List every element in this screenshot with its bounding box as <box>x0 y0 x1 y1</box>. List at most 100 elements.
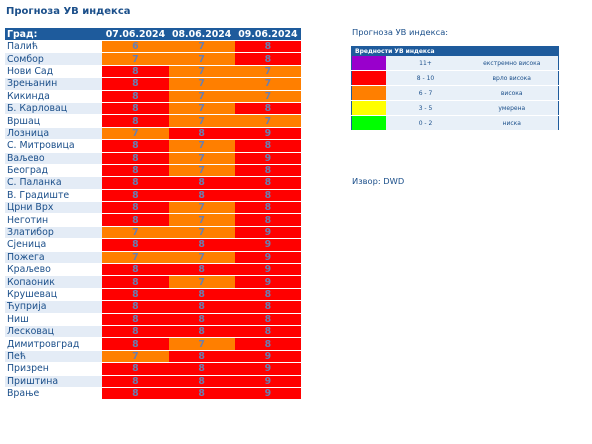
city-name-cell: Копаоник <box>5 275 103 289</box>
column-header-day-3: 09.06.2024 <box>234 28 301 41</box>
city-name-cell: Нови Сад <box>5 65 103 79</box>
uv-value-cell: 7 <box>234 77 301 91</box>
uv-value-cell: 8 <box>102 164 169 178</box>
uv-value-cell: 8 <box>102 176 169 190</box>
uv-value-cell: 8 <box>102 90 169 103</box>
legend-label: висока <box>465 85 559 101</box>
legend-row: 0 - 2 ниска <box>351 115 559 131</box>
uv-value-cell: 8 <box>234 176 301 190</box>
legend-label: врло висока <box>465 70 559 86</box>
uv-value-cell: 8 <box>102 337 169 351</box>
table-row: С. Паланка 8 8 8 <box>5 176 301 190</box>
city-name-cell: Сјеница <box>5 238 103 252</box>
uv-value-cell: 9 <box>234 127 301 141</box>
city-name-cell: С. Митровица <box>5 139 103 153</box>
uv-value-cell: 8 <box>234 102 301 116</box>
uv-value-cell: 8 <box>102 325 169 339</box>
uv-value-cell: 8 <box>168 127 235 141</box>
uv-value-cell: 7 <box>168 152 235 165</box>
uv-value-cell: 8 <box>234 139 301 153</box>
city-name-cell: Кикинда <box>5 90 103 103</box>
legend-range: 0 - 2 <box>385 115 466 131</box>
table-row: Врање 8 8 9 <box>5 387 301 401</box>
table-row: Приштина 8 8 9 <box>5 375 301 388</box>
city-name-cell: Ћуприја <box>5 300 103 314</box>
uv-value-cell: 8 <box>102 77 169 91</box>
legend-row: 8 - 10 врло висока <box>351 70 559 86</box>
uv-value-cell: 9 <box>234 263 301 277</box>
uv-value-cell: 7 <box>168 90 235 103</box>
uv-value-cell: 8 <box>168 300 235 314</box>
legend-color-swatch <box>351 100 386 116</box>
legend-label: екстремно висока <box>465 56 559 71</box>
uv-value-cell: 7 <box>168 40 235 54</box>
uv-value-cell: 9 <box>234 350 301 364</box>
uv-value-cell: 8 <box>102 263 169 277</box>
uv-value-cell: 8 <box>102 213 169 227</box>
city-name-cell: Сомбор <box>5 52 103 66</box>
uv-value-cell: 8 <box>234 313 301 327</box>
legend-label: ниска <box>465 115 559 131</box>
table-row: Београд 8 7 8 <box>5 164 301 178</box>
uv-value-cell: 7 <box>168 251 235 265</box>
uv-value-cell: 8 <box>168 238 235 252</box>
uv-value-cell: 9 <box>234 152 301 165</box>
uv-value-cell: 7 <box>102 127 169 141</box>
city-name-cell: С. Паланка <box>5 176 103 190</box>
city-name-cell: Димитровград <box>5 337 103 351</box>
legend-color-swatch <box>351 70 386 86</box>
uv-value-cell: 6 <box>102 40 169 54</box>
uv-value-cell: 7 <box>234 65 301 79</box>
uv-value-cell: 7 <box>102 251 169 265</box>
legend-row: 6 - 7 висока <box>351 85 559 101</box>
uv-value-cell: 7 <box>168 164 235 178</box>
uv-value-cell: 7 <box>168 213 235 227</box>
city-name-cell: Приштина <box>5 375 103 388</box>
uv-value-cell: 8 <box>234 300 301 314</box>
uv-value-cell: 8 <box>168 189 235 203</box>
city-name-cell: Вршац <box>5 114 103 128</box>
source-note: Извор: DWD <box>352 176 405 186</box>
table-row: Б. Карловац 8 7 8 <box>5 102 301 116</box>
uv-value-cell: 9 <box>234 375 301 388</box>
uv-value-cell: 7 <box>168 102 235 116</box>
table-row: Краљево 8 8 9 <box>5 263 301 277</box>
uv-value-cell: 7 <box>168 226 235 240</box>
uv-value-cell: 8 <box>102 375 169 388</box>
city-name-cell: Врање <box>5 387 103 401</box>
city-name-cell: Зрењанин <box>5 77 103 91</box>
legend-header-row: Вредности УВ индекса <box>351 46 559 56</box>
uv-value-cell: 8 <box>102 387 169 401</box>
uv-value-cell: 8 <box>102 362 169 376</box>
legend-title: Прогноза УВ индекса: <box>352 27 449 37</box>
uv-value-cell: 9 <box>234 362 301 376</box>
uv-value-cell: 7 <box>102 350 169 364</box>
uv-value-cell: 8 <box>168 350 235 364</box>
city-name-cell: Београд <box>5 164 103 178</box>
legend-header: Вредности УВ индекса <box>351 46 559 56</box>
city-name-cell: Лозница <box>5 127 103 141</box>
uv-value-cell: 7 <box>102 226 169 240</box>
legend-range: 11+ <box>385 56 466 71</box>
table-row: Призрен 8 8 9 <box>5 362 301 376</box>
city-name-cell: Лесковац <box>5 325 103 339</box>
uv-value-cell: 8 <box>102 189 169 203</box>
city-name-cell: Крушевац <box>5 288 103 302</box>
legend-row: 3 - 5 умерена <box>351 100 559 116</box>
legend-range: 8 - 10 <box>385 70 466 86</box>
city-name-cell: Ниш <box>5 313 103 327</box>
city-name-cell: Неготин <box>5 213 103 227</box>
uv-value-cell: 8 <box>102 201 169 215</box>
uv-value-cell: 8 <box>102 152 169 165</box>
table-row: Кикинда 8 7 7 <box>5 90 301 103</box>
table-row: Зрењанин 8 7 7 <box>5 77 301 91</box>
uv-value-cell: 7 <box>168 77 235 91</box>
uv-value-cell: 8 <box>234 164 301 178</box>
uv-value-cell: 7 <box>168 114 235 128</box>
uv-value-cell: 8 <box>234 40 301 54</box>
table-row: Неготин 8 7 8 <box>5 213 301 227</box>
city-name-cell: Призрен <box>5 362 103 376</box>
column-header-day-2: 08.06.2024 <box>168 28 235 41</box>
uv-value-cell: 7 <box>234 114 301 128</box>
column-header-day-1: 07.06.2024 <box>102 28 169 41</box>
